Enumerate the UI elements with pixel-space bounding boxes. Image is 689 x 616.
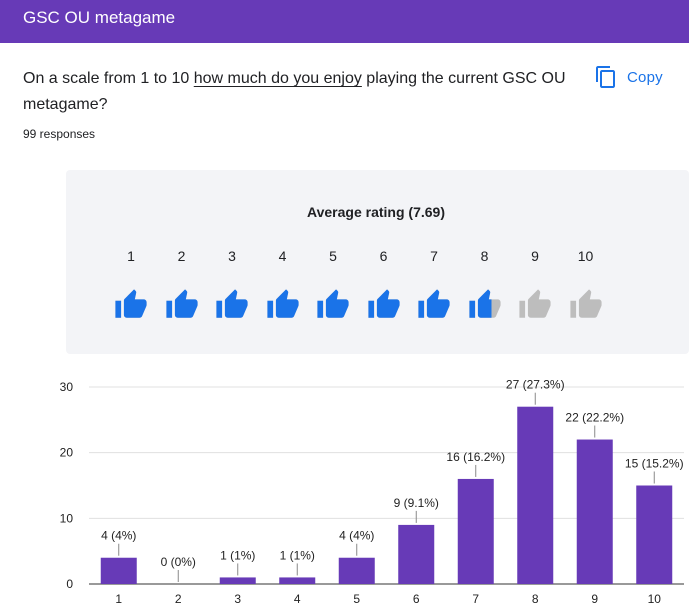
- thumbs-up-icon: [317, 289, 349, 318]
- y-tick-label: 20: [60, 446, 74, 460]
- copy-button[interactable]: Copy: [590, 62, 678, 92]
- x-tick-label: 4: [294, 592, 301, 606]
- rating-number-10: 10: [577, 248, 594, 264]
- rating-number-5: 5: [329, 248, 337, 264]
- bar: [100, 557, 137, 584]
- rating-number-2: 2: [177, 248, 186, 264]
- question-text-end: playing the current GSC OU metagame?: [23, 70, 566, 113]
- thumbs-up-icon: [216, 289, 248, 318]
- data-label: 9 (9.1%): [394, 496, 439, 510]
- thumbs-up-icon: [115, 289, 147, 318]
- bar: [398, 524, 435, 584]
- thumbs-up-icon: [519, 289, 551, 318]
- thumbs-up-icon: [165, 289, 198, 318]
- copy-button-label: Copy: [627, 68, 663, 86]
- copy-icon: [596, 66, 615, 88]
- rating-number-4: 4: [278, 248, 287, 264]
- data-label: 1 (1%): [280, 548, 315, 562]
- rating-number-7: 7: [430, 248, 438, 264]
- bar: [338, 557, 375, 584]
- y-tick-label: 0: [66, 577, 73, 591]
- data-label: 16 (16.2%): [446, 450, 505, 464]
- response-bar-chart: 0 10 20 30 4 (4%) 1 0 (0%) 2 1 (1%) 3 1 (1%) 4 4 (4%…: [60, 378, 684, 606]
- x-tick-label: 3: [234, 592, 241, 606]
- thumbs-up-icon: [569, 289, 602, 318]
- x-tick-label: 2: [175, 592, 182, 606]
- form-header: GSC OU metagame: [0, 0, 689, 43]
- x-tick-label: 1: [115, 592, 122, 606]
- rating-number-3: 3: [228, 248, 236, 264]
- thumbs-up-icon: [468, 289, 501, 318]
- y-tick-label: 30: [60, 380, 74, 394]
- data-label: 27 (27.3%): [506, 378, 565, 392]
- bar: [457, 478, 494, 584]
- data-label: 4 (4%): [101, 529, 136, 543]
- x-tick-label: 7: [472, 592, 479, 606]
- x-tick-label: 9: [591, 592, 598, 606]
- data-label: 22 (22.2%): [565, 411, 624, 425]
- bar: [279, 577, 316, 584]
- bar: [636, 485, 673, 584]
- rating-number-8: 8: [480, 248, 489, 264]
- x-tick-label: 10: [648, 592, 662, 606]
- x-tick-label: 5: [353, 592, 360, 606]
- bar: [576, 439, 613, 584]
- rating-number-1: 1: [127, 248, 135, 264]
- rating-number-9: 9: [531, 248, 539, 264]
- x-tick-label: 6: [413, 592, 420, 606]
- bar: [517, 406, 554, 584]
- thumbs-up-icon: [367, 289, 400, 318]
- question-text-start: On a scale from 1 to 10: [23, 70, 194, 87]
- average-rating-card: Average rating (7.69) 1 2 3 4 5 6 7 8 9 10: [66, 170, 689, 354]
- question-text: On a scale from 1 to 10 how much do you …: [23, 66, 583, 118]
- question-text-underlined: how much do you enjoy: [193, 70, 362, 87]
- data-label: 0 (0%): [161, 555, 196, 569]
- rating-number-6: 6: [379, 248, 388, 264]
- thumbs-up-icon: [266, 289, 299, 318]
- response-count: 99 responses: [23, 127, 96, 141]
- data-label: 15 (15.2%): [625, 457, 684, 471]
- data-label: 1 (1%): [220, 548, 255, 562]
- form-title: GSC OU metagame: [23, 8, 176, 27]
- data-label: 4 (4%): [339, 529, 374, 543]
- bar: [219, 577, 256, 584]
- thumbs-up-icon: [418, 289, 450, 318]
- x-tick-label: 8: [532, 592, 539, 606]
- average-rating-label: Average rating (7.69): [307, 204, 445, 220]
- y-tick-label: 10: [60, 511, 74, 525]
